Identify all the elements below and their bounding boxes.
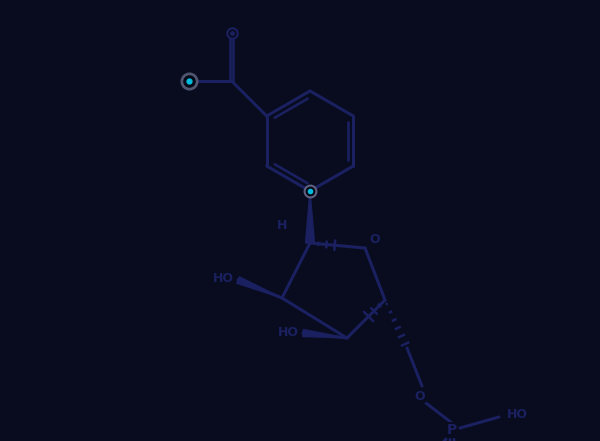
Text: P: P bbox=[447, 423, 457, 437]
Text: HO: HO bbox=[507, 408, 528, 422]
Text: O: O bbox=[370, 232, 380, 246]
Text: HO: HO bbox=[213, 273, 234, 285]
Polygon shape bbox=[302, 329, 347, 338]
Text: O: O bbox=[415, 389, 425, 403]
Polygon shape bbox=[236, 277, 282, 298]
Polygon shape bbox=[305, 191, 314, 243]
Text: H: H bbox=[277, 218, 287, 232]
Text: HO: HO bbox=[278, 326, 299, 340]
